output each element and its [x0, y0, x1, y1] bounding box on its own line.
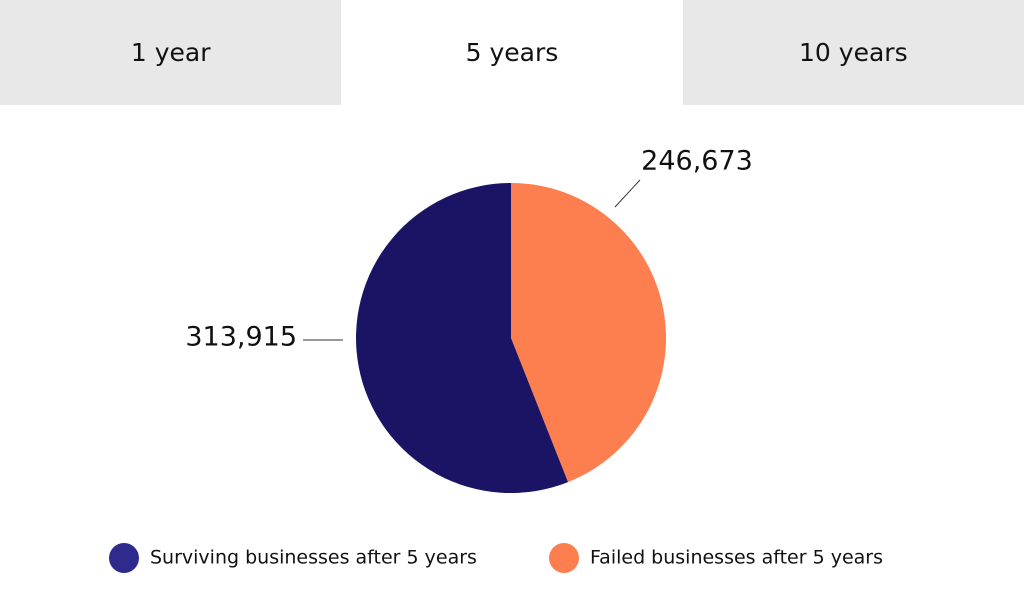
- tab[interactable]: 1 year: [0, 0, 342, 105]
- legend-swatch: [549, 543, 579, 573]
- tab[interactable]: 10 years: [682, 0, 1024, 105]
- legend-label: Surviving businesses after 5 years: [150, 547, 477, 569]
- data-label: 246,673: [641, 146, 753, 177]
- tab[interactable]: 5 years: [341, 0, 683, 105]
- leader-line: [614, 179, 641, 208]
- data-label: 313,915: [185, 322, 297, 353]
- legend-label: Failed businesses after 5 years: [590, 547, 883, 569]
- pie-slice: [356, 183, 569, 493]
- legend-swatch: [109, 543, 139, 573]
- pie-slice: [511, 183, 667, 483]
- tab-bar: 1 year 5 years 10 years: [0, 0, 1024, 105]
